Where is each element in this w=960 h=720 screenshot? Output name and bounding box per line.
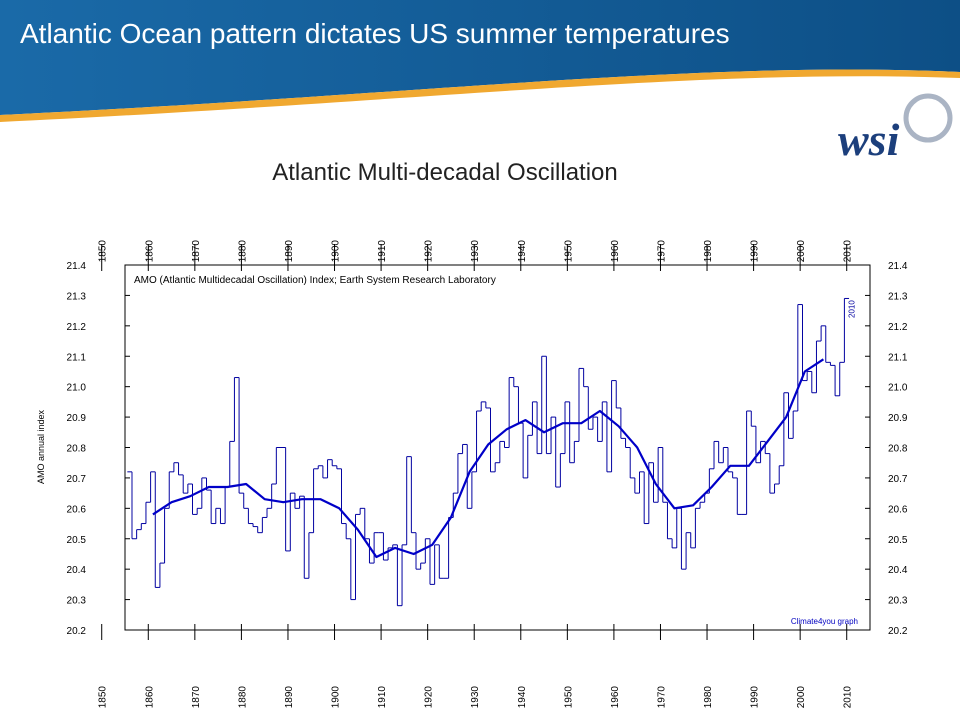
x-tick-label: 2010 <box>843 686 854 709</box>
x-tick-label: 1900 <box>331 686 342 709</box>
x-tick-label: 1880 <box>237 686 248 709</box>
x-tick-label: 1940 <box>517 686 528 709</box>
x-tick-label-top: 1860 <box>144 240 155 263</box>
x-tick-label: 1990 <box>750 686 761 709</box>
y2-tick-label: 21.0 <box>888 383 908 394</box>
x-tick-label: 1910 <box>377 686 388 709</box>
y-tick-label: 21.1 <box>67 352 87 363</box>
x-tick-label-top: 1940 <box>517 240 528 263</box>
y-tick-label: 20.3 <box>67 596 87 607</box>
y2-tick-label: 20.8 <box>888 444 908 455</box>
x-tick-label: 1930 <box>470 686 481 709</box>
x-tick-label-top: 2010 <box>843 240 854 263</box>
y2-tick-label: 20.2 <box>888 626 908 637</box>
y2-tick-label: 21.3 <box>888 291 908 302</box>
header-band <box>0 0 960 115</box>
x-tick-label-top: 1870 <box>191 240 202 263</box>
x-tick-label: 1850 <box>98 686 109 709</box>
y-tick-label: 21.3 <box>67 291 87 302</box>
y2-tick-label: 21.2 <box>888 322 908 333</box>
x-tick-label-top: 1990 <box>750 240 761 263</box>
y-tick-label: 21.4 <box>67 261 87 272</box>
y-axis-label: AMO annual index <box>36 409 46 484</box>
x-tick-label-top: 1850 <box>98 240 109 263</box>
slide-title: Atlantic Ocean pattern dictates US summe… <box>20 18 730 49</box>
x-tick-label: 1970 <box>656 686 667 709</box>
x-tick-label: 2000 <box>796 686 807 709</box>
credit: Climate4you graph <box>791 617 858 626</box>
annotation: AMO (Atlantic Multidecadal Oscillation) … <box>134 275 496 286</box>
end-label: 2010 <box>847 300 856 318</box>
x-tick-label: 1960 <box>610 686 621 709</box>
y2-tick-label: 20.5 <box>888 535 908 546</box>
y2-tick-label: 20.9 <box>888 413 908 424</box>
y-tick-label: 20.8 <box>67 444 87 455</box>
x-tick-label-top: 1910 <box>377 240 388 263</box>
x-tick-label-top: 2000 <box>796 240 807 263</box>
x-tick-label-top: 1890 <box>284 240 295 263</box>
x-tick-label: 1920 <box>424 686 435 709</box>
header-stripe <box>0 69 960 122</box>
x-tick-label-top: 1900 <box>331 240 342 263</box>
x-tick-label: 1860 <box>144 686 155 709</box>
x-tick-label: 1980 <box>703 686 714 709</box>
x-tick-label-top: 1920 <box>424 240 435 263</box>
y-tick-label: 20.9 <box>67 413 87 424</box>
x-tick-label: 1890 <box>284 686 295 709</box>
x-tick-label-top: 1970 <box>656 240 667 263</box>
y2-tick-label: 21.1 <box>888 352 908 363</box>
y-tick-label: 21.2 <box>67 322 87 333</box>
y2-tick-label: 20.7 <box>888 474 908 485</box>
y-tick-label: 20.6 <box>67 504 87 515</box>
y2-tick-label: 20.6 <box>888 504 908 515</box>
x-tick-label: 1870 <box>191 686 202 709</box>
x-tick-label-top: 1960 <box>610 240 621 263</box>
y-tick-label: 21.0 <box>67 383 87 394</box>
y-tick-label: 20.4 <box>67 565 87 576</box>
y-tick-label: 20.5 <box>67 535 87 546</box>
y2-tick-label: 21.4 <box>888 261 908 272</box>
chart-title: Atlantic Multi-decadal Oscillation <box>272 159 617 186</box>
logo-swirl <box>903 93 953 143</box>
y2-tick-label: 20.3 <box>888 596 908 607</box>
x-tick-label-top: 1980 <box>703 240 714 263</box>
y-tick-label: 20.2 <box>67 626 87 637</box>
logo: wsi <box>838 114 900 165</box>
x-tick-label-top: 1950 <box>563 240 574 263</box>
y2-tick-label: 20.4 <box>888 565 908 576</box>
smoothed-line <box>152 358 825 559</box>
x-tick-label-top: 1930 <box>470 240 481 263</box>
x-tick-label: 1950 <box>563 686 574 709</box>
x-tick-label-top: 1880 <box>237 240 248 263</box>
y-tick-label: 20.7 <box>67 474 87 485</box>
plot-frame <box>124 264 871 631</box>
